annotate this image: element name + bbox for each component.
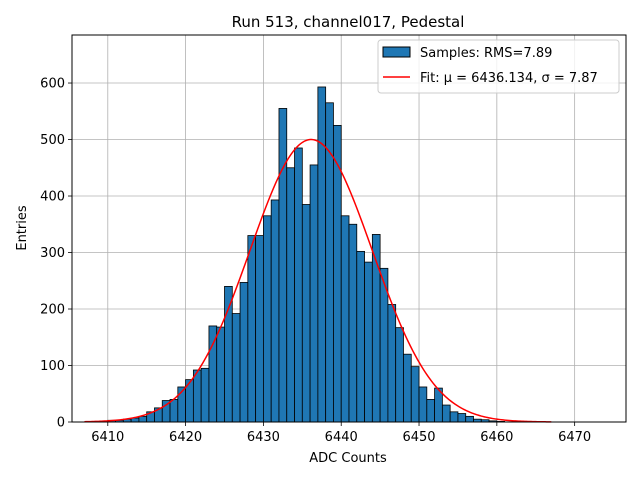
histogram-bar — [340, 215, 350, 423]
y-tick-label: 400 — [40, 190, 65, 205]
histogram-bar — [465, 415, 474, 423]
x-tick-label: 6450 — [402, 430, 435, 445]
y-axis: 0 100 200 300 400 500 600 — [40, 77, 72, 431]
x-axis: 6410 6420 6430 6440 6450 6460 6470 — [91, 422, 591, 445]
histogram-bar — [426, 399, 435, 423]
histogram-bar — [441, 404, 451, 423]
histogram-bar — [395, 327, 404, 423]
legend-box — [377, 39, 620, 94]
histogram-bar — [356, 250, 365, 423]
legend-label-samples: Samples: RMS=7.89 — [420, 46, 552, 61]
x-tick-label: 6420 — [169, 430, 202, 445]
histogram-bar — [364, 261, 373, 423]
x-tick-label: 6410 — [91, 430, 124, 445]
histogram-bar — [247, 235, 257, 423]
y-axis-title: Entries — [15, 205, 30, 251]
histogram-bar — [255, 235, 264, 423]
y-tick-label: 300 — [40, 246, 65, 261]
histogram-bar — [410, 366, 420, 423]
histogram-bar — [169, 399, 179, 423]
histogram-bar — [317, 86, 327, 423]
y-tick-label: 500 — [40, 133, 65, 148]
y-tick-label: 600 — [40, 77, 65, 92]
legend-swatch-samples — [382, 46, 411, 58]
histogram-bar — [309, 164, 319, 423]
x-tick-label: 6460 — [480, 430, 513, 445]
histogram-bar — [449, 411, 459, 423]
histogram-bar — [138, 415, 148, 423]
y-tick-label: 0 — [57, 416, 65, 431]
histogram-bar — [216, 326, 225, 423]
y-tick-label: 100 — [40, 359, 65, 374]
histogram-bar — [325, 102, 334, 423]
legend: Samples: RMS=7.89 Fit: μ = 6436.134, σ =… — [377, 39, 620, 94]
histogram-bar — [301, 204, 311, 423]
x-tick-label: 6430 — [247, 430, 280, 445]
histogram-bar — [403, 353, 412, 423]
histogram-bar — [208, 325, 218, 423]
histogram-bar — [192, 369, 202, 423]
histogram-bar — [286, 167, 295, 423]
histogram-bar — [457, 413, 467, 423]
histogram-bar — [231, 313, 241, 423]
x-axis-title: ADC Counts — [309, 451, 387, 466]
y-tick-label: 200 — [40, 303, 65, 318]
plot-frame — [71, 34, 627, 423]
histogram-bar — [239, 282, 249, 423]
histogram-bar — [200, 367, 210, 423]
histogram-bar — [418, 386, 428, 423]
fit-curve — [84, 138, 552, 423]
x-tick-label: 6470 — [558, 430, 591, 445]
histogram-bar — [263, 215, 272, 423]
histogram-bar — [387, 304, 397, 423]
histogram-bar — [270, 199, 280, 423]
legend-label-fit: Fit: μ = 6436.134, σ = 7.87 — [420, 71, 598, 86]
histogram-bars — [99, 86, 506, 423]
histogram-bar — [348, 223, 358, 423]
histogram-bar — [294, 147, 303, 423]
histogram-bar — [278, 108, 288, 423]
x-tick-label: 6440 — [325, 430, 358, 445]
chart-title: Run 513, channel017, Pedestal — [232, 13, 465, 31]
